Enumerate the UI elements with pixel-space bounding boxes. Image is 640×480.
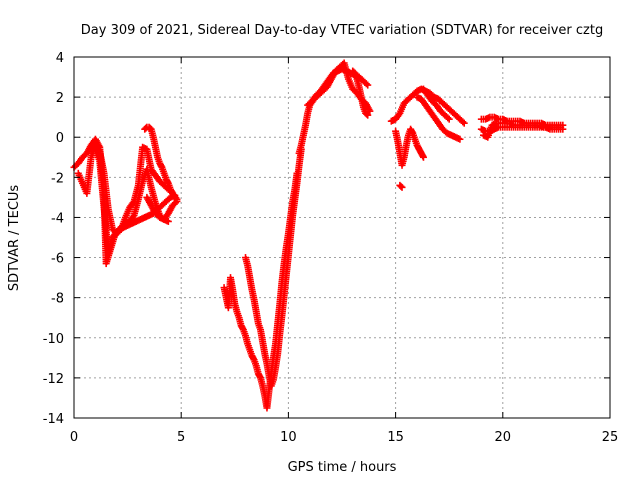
data-point-fill <box>362 80 370 88</box>
x-tick-label: 0 <box>70 430 78 445</box>
data-point <box>419 153 427 161</box>
data-point-fill <box>444 114 452 122</box>
y-tick-label: 0 <box>56 131 64 146</box>
y-tick-label: -14 <box>43 412 64 427</box>
x-tick-label: 15 <box>387 430 404 445</box>
data-point <box>398 183 406 191</box>
axis-ticks: 0 5 10 15 20 25 -14 -12 -10 -8 -6 -4 -2 0 2 4 <box>43 51 619 445</box>
data-point <box>456 135 464 143</box>
data-point-fill <box>363 110 371 118</box>
grid-lines <box>74 57 610 418</box>
y-tick-label: -6 <box>51 252 64 267</box>
data-point-fill <box>397 182 405 190</box>
data-point <box>557 123 565 131</box>
data-point <box>364 111 372 119</box>
data-point <box>171 193 179 201</box>
chart-title: Day 309 of 2021, Sidereal Day-to-day VTE… <box>81 23 603 38</box>
x-axis-label: GPS time / hours <box>288 460 397 475</box>
y-tick-label: -10 <box>43 332 64 347</box>
data-point-fill <box>395 111 403 119</box>
data-point <box>164 217 172 225</box>
data-point-fill <box>459 118 467 126</box>
y-tick-label: -4 <box>51 211 64 226</box>
x-tick-label: 5 <box>177 430 185 445</box>
y-tick-label: 2 <box>56 91 64 106</box>
data-points <box>70 59 567 412</box>
plot-frame <box>73 56 611 419</box>
data-point <box>364 81 372 89</box>
x-tick-label: 25 <box>602 430 619 445</box>
y-tick-label: -2 <box>51 171 64 186</box>
data-point <box>445 115 453 123</box>
y-tick-label: -8 <box>51 292 64 307</box>
data-point <box>173 197 181 205</box>
y-axis-label: SDTVAR / TECUs <box>7 185 22 292</box>
x-tick-label: 20 <box>495 430 512 445</box>
y-tick-label: -12 <box>43 372 64 387</box>
x-tick-label: 10 <box>280 430 297 445</box>
y-tick-label: 4 <box>56 51 64 66</box>
data-point-fill <box>129 213 137 221</box>
data-point <box>460 119 468 127</box>
